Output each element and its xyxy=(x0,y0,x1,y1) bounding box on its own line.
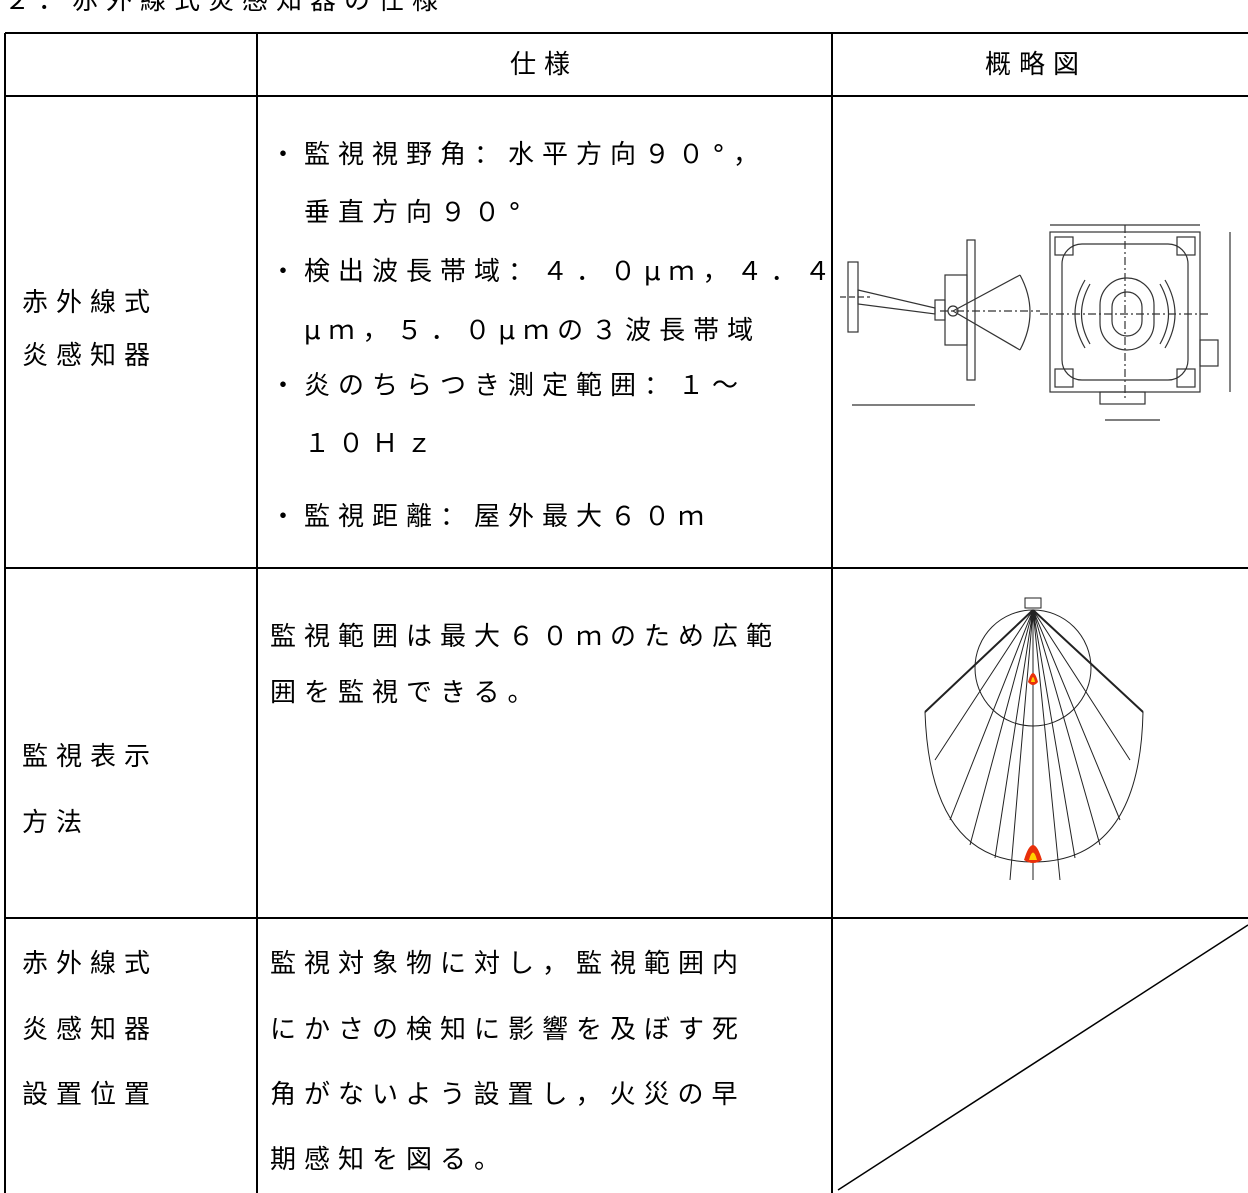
row-label: 赤外線式 xyxy=(22,288,159,318)
row-label: 炎感知器 xyxy=(22,341,159,371)
row-label: 赤外線式 xyxy=(22,949,159,979)
row-label: 方法 xyxy=(22,808,91,838)
detector-drawing xyxy=(840,224,1231,421)
row-label: 炎感知器 xyxy=(22,1015,159,1045)
spec-line: 監視範囲は最大６０ｍのため広範 xyxy=(270,622,781,652)
range-drawing xyxy=(924,597,1144,881)
spec-line: １０Ｈｚ xyxy=(270,429,441,459)
spec-line: ・監視視野角：水平方向９０°， xyxy=(270,140,768,170)
spec-line: ・炎のちらつき測定範囲：１～ xyxy=(270,371,747,401)
spec-line: 期感知を図る。 xyxy=(270,1145,509,1175)
spec-line: ・監視距離：屋外最大６０ｍ xyxy=(270,502,713,532)
spec-line: 垂直方向９０° xyxy=(270,198,530,228)
spec-line: 囲を監視できる。 xyxy=(270,678,542,708)
row-label: 設置位置 xyxy=(22,1080,159,1110)
spec-line: ・検出波長帯域：４．０μｍ，４．４ xyxy=(270,257,839,287)
spec-line: にかさの検知に影響を及ぼす死 xyxy=(270,1015,747,1045)
spec-line: 監視対象物に対し，監視範囲内 xyxy=(270,949,747,979)
grid xyxy=(4,32,1248,1193)
spec-line: μｍ，５．０μｍの３波長帯域 xyxy=(270,316,762,346)
header-spec: 仕様 xyxy=(510,50,579,80)
spec-line: 角がないよう設置し，火災の早 xyxy=(270,1080,746,1110)
row-label: 監視表示 xyxy=(22,742,159,772)
doc-title: ２．赤外線式炎感知器の仕様 xyxy=(4,0,447,16)
header-figure: 概略図 xyxy=(985,50,1088,80)
